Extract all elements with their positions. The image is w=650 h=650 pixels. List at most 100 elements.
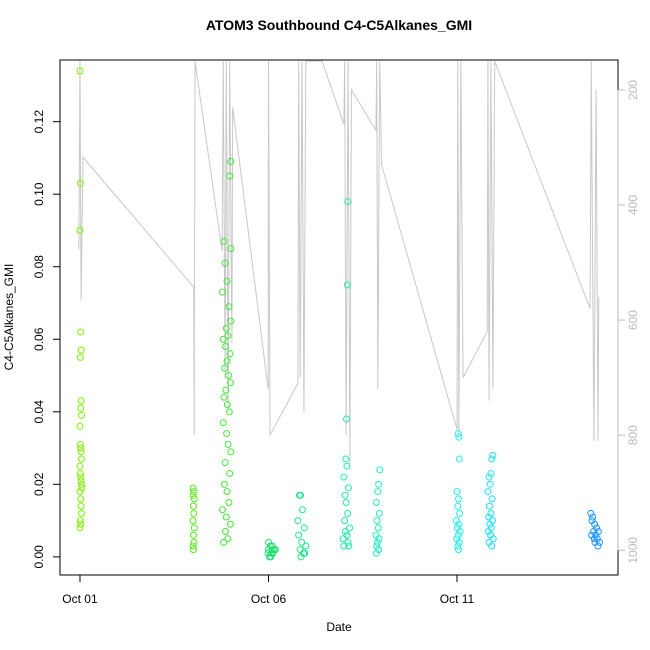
- scatter-point: [222, 386, 230, 394]
- scatter-point: [189, 502, 197, 510]
- scatter-point: [489, 451, 497, 459]
- scatter-point: [589, 527, 597, 535]
- scatter-point: [295, 531, 303, 539]
- scatter-point: [189, 546, 197, 554]
- scatter-point: [76, 524, 84, 532]
- scatter-point: [341, 517, 349, 525]
- scatter-point: [76, 440, 84, 448]
- scatter-point: [344, 509, 352, 517]
- scatter-point: [339, 535, 347, 543]
- y-tick-label: 0.10: [32, 182, 46, 206]
- scatter-point: [268, 546, 276, 554]
- scatter-point: [220, 393, 228, 401]
- scatter-point: [589, 513, 597, 521]
- scatter-point: [220, 538, 228, 546]
- x-tick-label: Oct 01: [62, 592, 98, 606]
- scatter-point: [226, 172, 234, 180]
- scatter-point: [297, 553, 305, 561]
- x-tick-label: Oct 11: [440, 592, 475, 606]
- y-tick-label: 0.12: [32, 110, 46, 134]
- scatter-point: [373, 538, 381, 546]
- scatter-point: [77, 480, 85, 488]
- scatter-point: [485, 502, 493, 510]
- scatter-point: [455, 520, 463, 528]
- y-axis-title: C4-C5Alkanes_GMI: [2, 264, 16, 371]
- scatter-point: [226, 520, 234, 528]
- scatter-point: [271, 546, 279, 554]
- scatter-point: [298, 538, 306, 546]
- scatter-point: [456, 527, 464, 535]
- scatter-point: [344, 197, 352, 205]
- scatter-point: [223, 430, 231, 438]
- scatter-point: [372, 498, 380, 506]
- scatter-point: [76, 517, 84, 525]
- scatter-point: [488, 455, 496, 463]
- scatter-point: [222, 527, 230, 535]
- scatter-point: [222, 324, 230, 332]
- scatter-point: [373, 517, 381, 525]
- scatter-point: [189, 542, 197, 550]
- scatter-point: [485, 513, 493, 521]
- scatter-point: [345, 542, 353, 550]
- scatter-point: [486, 520, 494, 528]
- scatter-point: [76, 179, 84, 187]
- scatter-point: [342, 455, 350, 463]
- scatter-point: [297, 491, 305, 499]
- scatter-point: [264, 538, 272, 546]
- scatter-point: [374, 524, 382, 532]
- scatter-point: [374, 488, 382, 496]
- scatter-point: [190, 488, 198, 496]
- y2-tick-label: 1000: [626, 537, 640, 564]
- scatter-point: [221, 459, 229, 467]
- scatter-point: [344, 484, 352, 492]
- scatter-point: [77, 411, 85, 419]
- pressure-line: [78, 60, 600, 464]
- scatter-point: [343, 531, 351, 539]
- scatter-point: [455, 495, 463, 503]
- scatter-point: [190, 509, 198, 517]
- scatter-point: [223, 277, 231, 285]
- scatter-point: [587, 509, 595, 517]
- scatter-point: [342, 498, 350, 506]
- scatter-point: [224, 535, 232, 543]
- scatter-point: [76, 353, 84, 361]
- scatter-point: [343, 281, 351, 289]
- scatter-point: [591, 520, 599, 528]
- scatter-point: [76, 488, 84, 496]
- scatter-point: [341, 527, 349, 535]
- scatter-point: [594, 542, 602, 550]
- plot-area: [76, 60, 604, 561]
- scatter-point: [455, 538, 463, 546]
- scatter-point: [76, 469, 84, 477]
- scatter-point: [489, 535, 497, 543]
- scatter-point: [76, 226, 84, 234]
- scatter-point: [218, 288, 226, 296]
- scatter-point: [189, 484, 197, 492]
- scatter-point: [375, 509, 383, 517]
- scatter-point: [225, 498, 233, 506]
- scatter-point: [375, 535, 383, 543]
- scatter-point: [454, 531, 462, 539]
- y2-tick-label: 200: [626, 80, 640, 100]
- scatter-point: [77, 473, 85, 481]
- scatter-point: [454, 502, 462, 510]
- scatter-point: [343, 415, 351, 423]
- scatter-point: [78, 484, 86, 492]
- scatter-point: [264, 549, 272, 557]
- scatter-point: [294, 517, 302, 525]
- scatter-point: [224, 440, 232, 448]
- scatter-point: [488, 542, 496, 550]
- scatter-point: [77, 520, 85, 528]
- scatter-point: [488, 495, 496, 503]
- scatter-point: [484, 527, 492, 535]
- scatter-point: [372, 549, 380, 557]
- scatter-point: [226, 350, 234, 358]
- scatter-point: [486, 480, 494, 488]
- scatter-point: [220, 237, 228, 245]
- scatter-point: [225, 372, 233, 380]
- scatter-point: [226, 469, 234, 477]
- scatter-point: [219, 419, 227, 427]
- scatter-point: [375, 480, 383, 488]
